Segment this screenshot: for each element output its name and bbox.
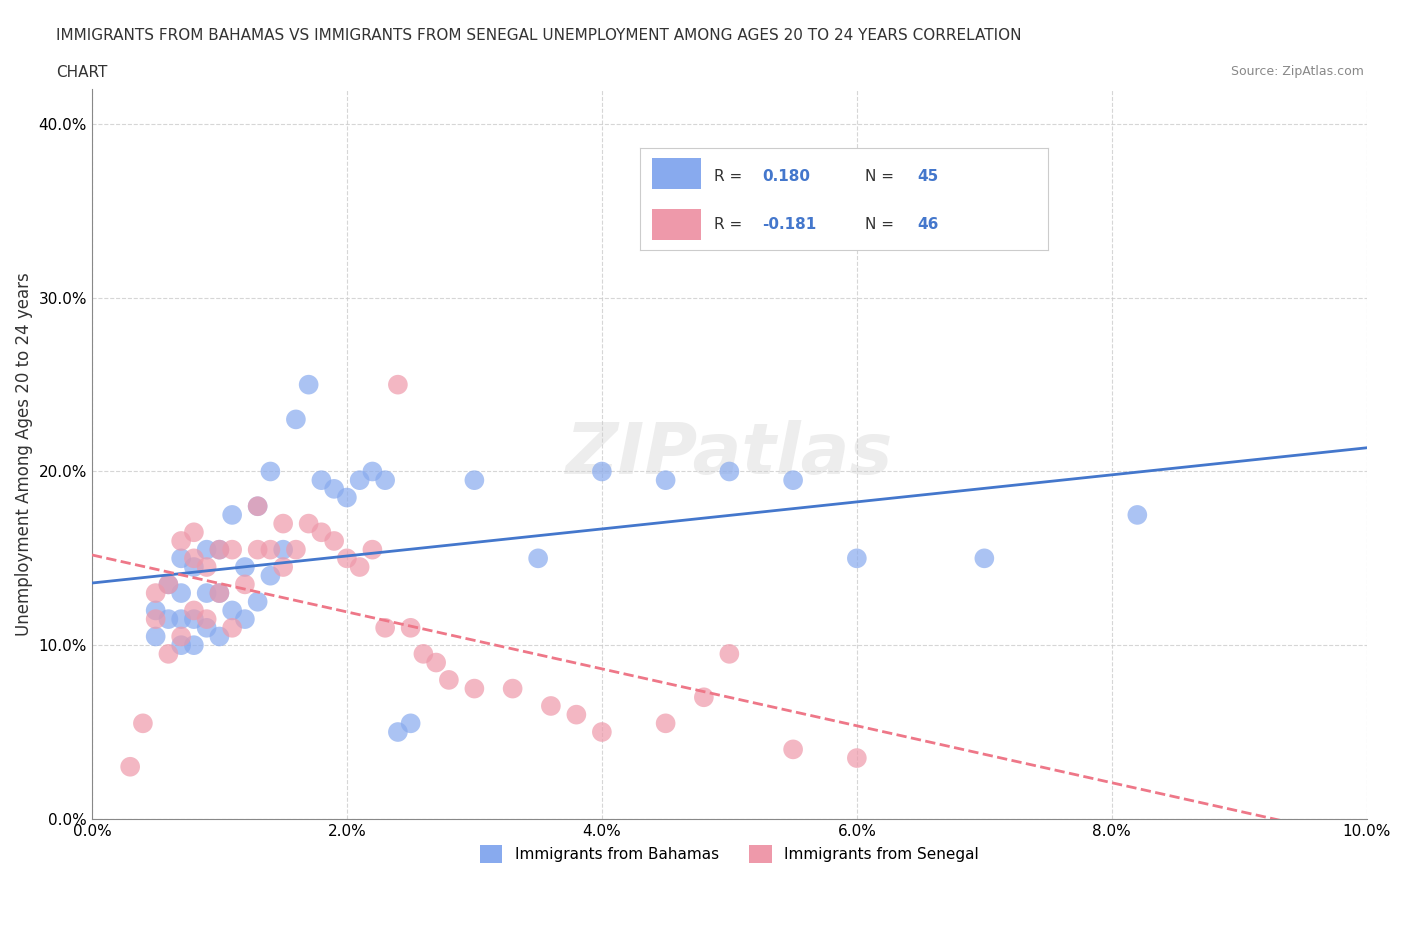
Point <box>463 472 485 487</box>
Point <box>170 638 193 653</box>
Point <box>1126 508 1149 523</box>
Point <box>170 629 193 644</box>
Point <box>120 759 142 774</box>
Point <box>463 681 485 696</box>
Point <box>284 542 307 557</box>
Point <box>259 464 281 479</box>
Point <box>718 464 741 479</box>
Point <box>208 542 231 557</box>
Point <box>336 490 359 505</box>
Point <box>183 551 205 565</box>
Point <box>183 603 205 618</box>
Legend: Immigrants from Bahamas, Immigrants from Senegal: Immigrants from Bahamas, Immigrants from… <box>474 839 986 870</box>
Point <box>271 516 294 531</box>
Point <box>361 542 384 557</box>
Point <box>654 472 676 487</box>
Point <box>183 560 205 575</box>
Point <box>973 551 995 565</box>
Point <box>782 742 804 757</box>
Point <box>183 525 205 539</box>
Point <box>298 378 321 392</box>
Point <box>157 577 180 591</box>
Point <box>349 472 371 487</box>
Point <box>145 586 167 601</box>
Point <box>208 629 231 644</box>
Point <box>502 681 524 696</box>
Point <box>259 542 281 557</box>
Point <box>170 534 193 549</box>
Point <box>233 560 256 575</box>
Point <box>157 612 180 627</box>
Point <box>845 751 868 765</box>
Point <box>437 672 460 687</box>
Text: ZIPatlas: ZIPatlas <box>565 419 893 488</box>
Point <box>145 603 167 618</box>
Point <box>221 603 243 618</box>
Point <box>387 378 409 392</box>
Point <box>157 646 180 661</box>
Point <box>527 551 550 565</box>
Point <box>208 586 231 601</box>
Text: Source: ZipAtlas.com: Source: ZipAtlas.com <box>1230 65 1364 78</box>
Point <box>246 542 269 557</box>
Point <box>145 612 167 627</box>
Point <box>246 594 269 609</box>
Y-axis label: Unemployment Among Ages 20 to 24 years: Unemployment Among Ages 20 to 24 years <box>15 272 32 636</box>
Point <box>654 716 676 731</box>
Point <box>374 620 396 635</box>
Point <box>298 516 321 531</box>
Point <box>323 482 346 497</box>
Point <box>349 560 371 575</box>
Point <box>361 464 384 479</box>
Point <box>221 508 243 523</box>
Point <box>311 525 333 539</box>
Point <box>693 690 716 705</box>
Point <box>195 620 218 635</box>
Point <box>399 620 422 635</box>
Point <box>591 724 613 739</box>
Point <box>195 560 218 575</box>
Text: CHART: CHART <box>56 65 108 80</box>
Point <box>782 472 804 487</box>
Point <box>259 568 281 583</box>
Point <box>284 412 307 427</box>
Point <box>412 646 434 661</box>
Point <box>246 498 269 513</box>
Point <box>591 464 613 479</box>
Point <box>221 542 243 557</box>
Point <box>271 560 294 575</box>
Point <box>271 542 294 557</box>
Point <box>336 551 359 565</box>
Point <box>845 551 868 565</box>
Point <box>183 612 205 627</box>
Point <box>246 498 269 513</box>
Point <box>233 577 256 591</box>
Point <box>718 646 741 661</box>
Point <box>233 612 256 627</box>
Point <box>208 542 231 557</box>
Point <box>132 716 155 731</box>
Point <box>540 698 562 713</box>
Point <box>195 542 218 557</box>
Point <box>221 620 243 635</box>
Point <box>145 629 167 644</box>
Point <box>170 612 193 627</box>
Point <box>183 638 205 653</box>
Point <box>157 577 180 591</box>
Point <box>323 534 346 549</box>
Point <box>399 716 422 731</box>
Point <box>565 707 588 722</box>
Text: IMMIGRANTS FROM BAHAMAS VS IMMIGRANTS FROM SENEGAL UNEMPLOYMENT AMONG AGES 20 TO: IMMIGRANTS FROM BAHAMAS VS IMMIGRANTS FR… <box>56 28 1022 43</box>
Point <box>208 586 231 601</box>
Point <box>387 724 409 739</box>
Point <box>374 472 396 487</box>
Point <box>195 586 218 601</box>
Point <box>195 612 218 627</box>
Point <box>425 655 447 670</box>
Point <box>311 472 333 487</box>
Point <box>170 551 193 565</box>
Point <box>170 586 193 601</box>
